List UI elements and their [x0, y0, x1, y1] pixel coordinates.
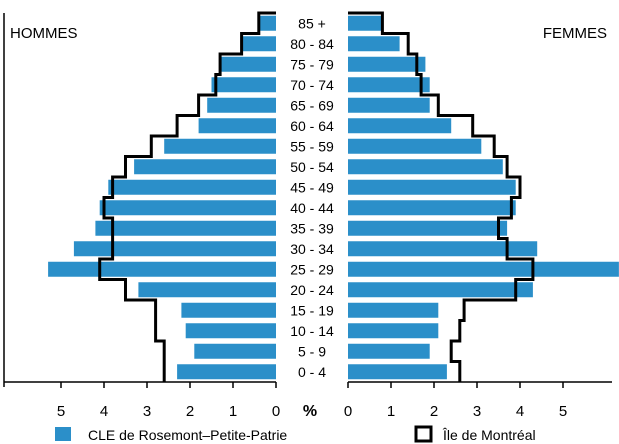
bar-hommes-7	[134, 159, 276, 175]
bar-hommes-15	[185, 323, 276, 339]
bar-femmes-5	[348, 118, 452, 134]
age-label-8: 45 - 49	[290, 179, 334, 195]
bar-hommes-10	[95, 220, 277, 236]
bar-femmes-9	[348, 200, 516, 216]
tick-label-hommes-3: 2	[186, 403, 194, 420]
bar-femmes-6	[348, 138, 482, 154]
bar-femmes-7	[348, 159, 503, 175]
age-label-5: 60 - 64	[290, 118, 334, 134]
bar-femmes-1	[348, 36, 400, 52]
bar-femmes-0	[348, 15, 383, 31]
femmes-label: FEMMES	[543, 25, 607, 42]
age-label-17: 0 - 4	[298, 364, 326, 380]
age-label-11: 30 - 34	[290, 241, 334, 257]
tick-label-hommes-1: 4	[100, 403, 108, 420]
bar-hommes-1	[241, 36, 276, 52]
hommes-label: HOMMES	[10, 25, 78, 42]
bar-femmes-17	[348, 364, 447, 380]
age-label-14: 15 - 19	[290, 302, 334, 318]
bar-hommes-4	[207, 97, 276, 113]
bar-hommes-17	[177, 364, 276, 380]
age-label-10: 35 - 39	[290, 220, 334, 236]
tick-label-hommes-0: 5	[57, 403, 65, 420]
age-label-16: 5 - 9	[298, 343, 326, 359]
legend-label-montreal: Île de Montréal	[442, 427, 536, 443]
tick-label-femmes-2: 2	[430, 403, 438, 420]
outline-femmes-montreal	[348, 11, 535, 382]
tick-label-femmes-0: 0	[344, 403, 352, 420]
bar-femmes-10	[348, 220, 508, 236]
age-label-9: 40 - 44	[290, 200, 334, 216]
bar-femmes-12	[348, 261, 619, 277]
age-label-13: 20 - 24	[290, 282, 334, 298]
legend-swatch-rosemont	[55, 427, 71, 441]
bar-femmes-8	[348, 179, 516, 195]
bar-hommes-11	[73, 241, 277, 257]
tick-label-femmes-5: 5	[559, 403, 567, 420]
age-label-7: 50 - 54	[290, 159, 334, 175]
tick-label-femmes-3: 3	[473, 403, 481, 420]
bar-hommes-5	[198, 118, 276, 134]
bar-femmes-15	[348, 323, 439, 339]
age-label-1: 80 - 84	[290, 36, 334, 52]
bar-femmes-13	[348, 282, 533, 298]
tick-label-femmes-1: 1	[387, 403, 395, 420]
bar-femmes-16	[348, 343, 430, 359]
age-label-6: 55 - 59	[290, 138, 334, 154]
axis-unit-label: %	[303, 403, 317, 420]
bar-hommes-12	[48, 261, 276, 277]
age-label-12: 25 - 29	[290, 261, 334, 277]
age-label-0: 85 +	[298, 15, 326, 31]
age-label-4: 65 - 69	[290, 97, 334, 113]
age-label-3: 70 - 74	[290, 77, 334, 93]
bar-femmes-2	[348, 56, 426, 72]
bar-hommes-2	[220, 56, 276, 72]
bar-femmes-14	[348, 302, 439, 318]
bar-hommes-14	[181, 302, 276, 318]
tick-label-hommes-5: 0	[272, 403, 280, 420]
tick-label-femmes-4: 4	[516, 403, 524, 420]
bar-femmes-3	[348, 77, 430, 93]
bar-hommes-3	[211, 77, 276, 93]
legend-label-rosemont: CLE de Rosemont–Petite-Patrie	[88, 427, 287, 443]
bar-hommes-6	[164, 138, 276, 154]
bar-hommes-13	[138, 282, 276, 298]
outline-hommes-montreal	[98, 11, 276, 382]
bar-hommes-16	[194, 343, 276, 359]
age-label-15: 10 - 14	[290, 323, 334, 339]
legend-swatch-montreal	[414, 425, 433, 443]
age-label-2: 75 - 79	[290, 56, 334, 72]
bar-femmes-11	[348, 241, 538, 257]
bar-hommes-8	[108, 179, 276, 195]
bar-femmes-4	[348, 97, 430, 113]
bar-hommes-9	[99, 200, 276, 216]
tick-label-hommes-2: 3	[143, 403, 151, 420]
bar-hommes-0	[258, 15, 276, 31]
tick-label-hommes-4: 1	[229, 403, 237, 420]
